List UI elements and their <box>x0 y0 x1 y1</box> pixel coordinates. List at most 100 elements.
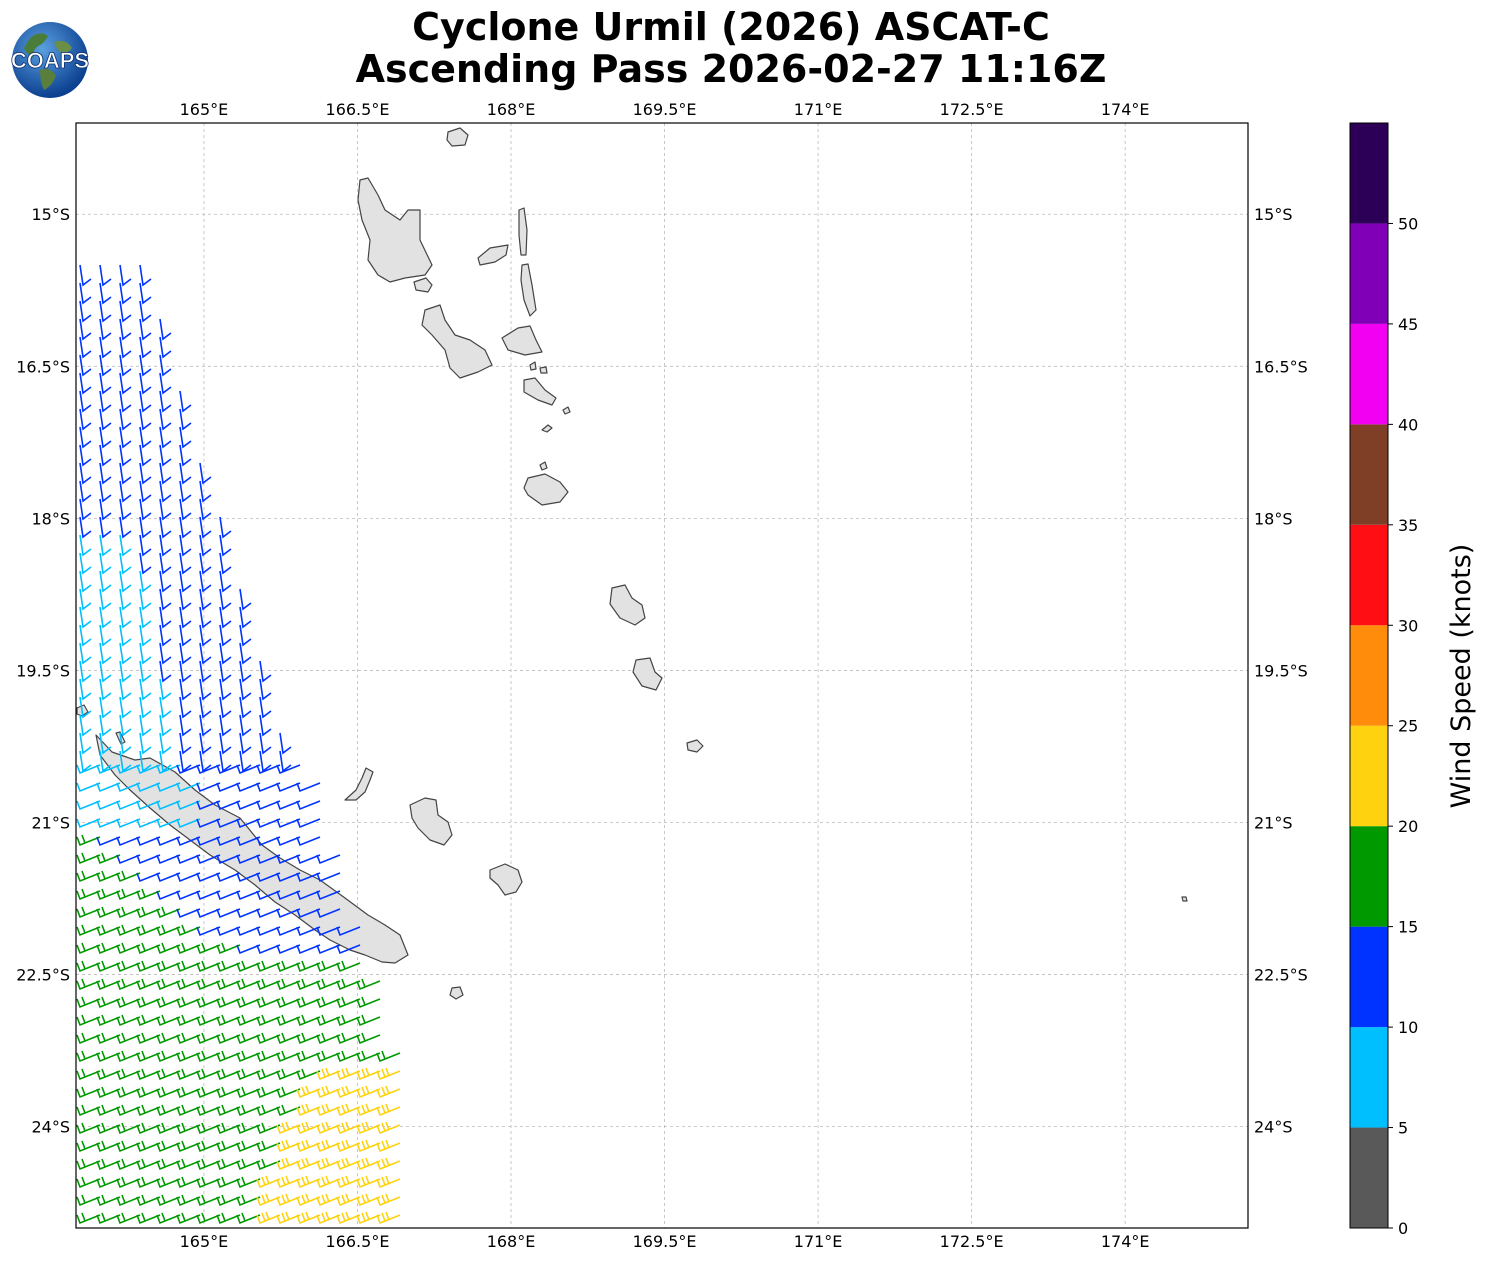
wind-barb <box>296 1014 321 1027</box>
colorbar-bin <box>1350 424 1388 525</box>
wind-barb <box>116 1122 141 1135</box>
wind-barb <box>256 890 281 901</box>
wind-barb <box>336 926 361 937</box>
wind-barb <box>296 1139 321 1153</box>
map-plot-area <box>76 123 1248 1228</box>
wind-barb <box>119 498 132 521</box>
island-pentecost <box>520 263 537 317</box>
wind-barb <box>276 872 301 883</box>
wind-barb <box>76 942 101 955</box>
wind-barb <box>99 498 112 521</box>
wind-barb <box>196 872 221 883</box>
wind-barb <box>179 660 192 683</box>
wind-barb <box>119 696 132 719</box>
wind-barb <box>79 282 92 305</box>
wind-barb <box>139 480 152 503</box>
wind-barb <box>219 624 232 647</box>
wind-barb <box>119 714 132 737</box>
wind-barb <box>179 714 192 737</box>
wind-barb <box>236 960 261 973</box>
wind-barb <box>196 908 221 919</box>
island-erromango <box>609 584 646 626</box>
wind-barb <box>76 1176 101 1189</box>
wind-barb <box>336 1103 361 1117</box>
wind-barb <box>296 1157 321 1171</box>
wind-barb <box>116 854 141 865</box>
wind-barb <box>316 1157 341 1171</box>
wind-barb <box>376 1211 401 1225</box>
island-efate <box>523 473 569 506</box>
wind-barb <box>156 1176 181 1189</box>
wind-barb <box>99 678 112 701</box>
wind-barb <box>119 336 132 359</box>
wind-barb <box>99 318 112 341</box>
island-ouvea <box>344 767 374 801</box>
wind-barb <box>179 480 192 503</box>
wind-barb <box>199 498 212 521</box>
island-ambae <box>477 244 509 266</box>
wind-barb <box>276 1014 301 1027</box>
wind-barb <box>196 836 221 847</box>
wind-barb <box>276 818 301 829</box>
island-espiritu-santo <box>357 177 433 283</box>
lat-tick-label-right: 22.5°S <box>1254 966 1308 985</box>
wind-barb <box>176 1140 201 1153</box>
wind-barb <box>236 944 261 955</box>
wind-barb <box>356 1139 381 1153</box>
wind-barb <box>199 642 212 665</box>
wind-barb <box>96 852 121 865</box>
wind-barb <box>216 1122 241 1135</box>
wind-barb <box>99 552 112 575</box>
wind-barb <box>279 732 292 755</box>
wind-barb <box>356 1211 381 1225</box>
wind-barb <box>276 926 301 937</box>
colorbar-tick-label: 30 <box>1398 616 1418 635</box>
wind-barb <box>276 854 301 865</box>
wind-barb <box>136 872 161 883</box>
wind-barb <box>116 1176 141 1189</box>
wind-barb <box>116 764 141 775</box>
wind-barb <box>259 732 272 755</box>
wind-barb <box>96 960 121 973</box>
wind-barb <box>159 426 172 449</box>
wind-barb <box>216 996 241 1009</box>
wind-barb <box>96 764 121 775</box>
wind-barb <box>156 1032 181 1045</box>
wind-barb <box>99 264 112 287</box>
wind-barb <box>156 818 181 829</box>
colorbar: 0 5 10 15 20 25 30 35 40 45 50 <box>1349 122 1418 1238</box>
lat-tick-label-right: 15°S <box>1254 205 1293 224</box>
wind-barb <box>119 390 132 413</box>
wind-barb <box>79 606 92 629</box>
wind-barb <box>76 996 101 1009</box>
wind-barb <box>276 1121 301 1135</box>
wind-barb <box>136 1158 161 1171</box>
wind-barb <box>216 978 241 991</box>
wind-barb <box>96 888 121 901</box>
wind-barb <box>79 732 92 755</box>
wind-barb <box>356 1067 381 1081</box>
wind-barb <box>116 996 141 1009</box>
wind-barb <box>156 1050 181 1063</box>
wind-barb <box>236 1212 261 1225</box>
chart-title-line2: Ascending Pass 2026-02-27 11:16Z <box>355 47 1107 91</box>
wind-barb <box>296 872 321 883</box>
wind-barb <box>96 924 121 937</box>
wind-barb <box>256 1014 281 1027</box>
wind-barb <box>76 1068 101 1081</box>
colorbar-tick-label: 25 <box>1398 717 1418 736</box>
wind-barb <box>116 1032 141 1045</box>
wind-barb <box>136 1212 161 1225</box>
wind-barb <box>276 1104 301 1117</box>
wind-barb <box>179 570 192 593</box>
wind-barb <box>119 462 132 485</box>
wind-barb <box>216 942 241 955</box>
wind-barb <box>276 1175 301 1189</box>
wind-barb <box>139 696 152 719</box>
wind-barb <box>196 1050 221 1063</box>
wind-barb <box>216 1176 241 1189</box>
wind-barb <box>176 1158 201 1171</box>
wind-barb <box>159 336 172 359</box>
wind-barb <box>176 782 201 793</box>
wind-barb <box>336 1050 361 1063</box>
